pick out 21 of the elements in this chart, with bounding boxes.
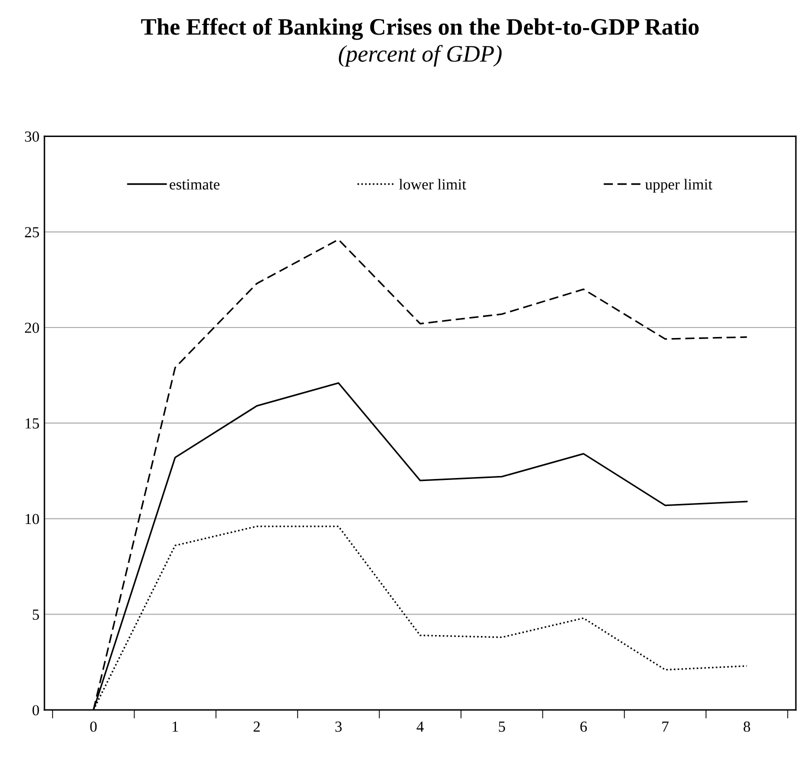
y-tick-label: 20 xyxy=(24,322,39,333)
y-tick-label: 10 xyxy=(26,514,39,524)
y-tick-label: 5 xyxy=(32,610,39,620)
legend-label: estimate xyxy=(170,179,220,190)
legend-label: lower limit xyxy=(399,178,466,190)
legend-label: upper limit xyxy=(645,178,712,193)
x-tick-label: 3 xyxy=(335,722,342,732)
x-tick-label: 2 xyxy=(254,722,260,732)
y-tick-label: 30 xyxy=(25,131,39,142)
x-tick-label: 7 xyxy=(662,722,669,732)
chart-title: The Effect of Banking Crises on the Debt-to-GDP Ratio xyxy=(141,18,699,40)
x-tick-label: 6 xyxy=(580,722,587,732)
chart-subtitle: (percent of GDP) xyxy=(338,44,502,67)
x-tick-label: 4 xyxy=(416,722,424,732)
x-tick-label: 8 xyxy=(744,721,750,732)
y-tick-label: 15 xyxy=(26,418,39,429)
y-tick-label: 0 xyxy=(32,705,39,716)
x-tick-label: 5 xyxy=(498,722,506,732)
x-tick-label: 0 xyxy=(90,721,97,732)
y-tick-label: 25 xyxy=(24,227,39,238)
x-tick-label: 1 xyxy=(172,722,178,732)
